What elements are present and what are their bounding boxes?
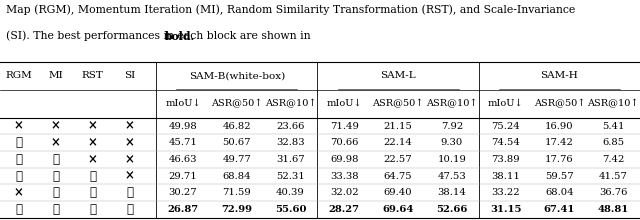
Text: 69.64: 69.64 — [382, 205, 414, 214]
Text: 72.99: 72.99 — [221, 205, 252, 214]
Text: ✓: ✓ — [90, 186, 96, 199]
Text: 33.38: 33.38 — [330, 172, 358, 181]
Text: 31.67: 31.67 — [276, 155, 305, 164]
Text: ✓: ✓ — [52, 153, 59, 166]
Text: 71.49: 71.49 — [330, 122, 359, 131]
Text: 10.19: 10.19 — [437, 155, 467, 164]
Text: 9.30: 9.30 — [441, 138, 463, 147]
Text: 5.41: 5.41 — [602, 122, 625, 131]
Text: ✓: ✓ — [90, 203, 96, 216]
Text: ×: × — [13, 186, 24, 199]
Text: 31.15: 31.15 — [490, 205, 522, 214]
Text: mIoU↓: mIoU↓ — [165, 99, 201, 108]
Text: 68.04: 68.04 — [545, 188, 573, 197]
Text: 41.57: 41.57 — [598, 172, 628, 181]
Text: ×: × — [88, 153, 98, 166]
Text: 46.63: 46.63 — [169, 155, 197, 164]
Text: SAM-H: SAM-H — [541, 71, 578, 80]
Text: ×: × — [88, 136, 98, 149]
Text: 73.89: 73.89 — [492, 155, 520, 164]
Text: 26.87: 26.87 — [168, 205, 198, 214]
Text: ✓: ✓ — [127, 186, 133, 199]
Text: 55.60: 55.60 — [275, 205, 307, 214]
Text: ×: × — [125, 136, 135, 149]
Text: ✓: ✓ — [15, 153, 22, 166]
Text: 68.84: 68.84 — [223, 172, 251, 181]
Text: 7.92: 7.92 — [441, 122, 463, 131]
Text: 21.15: 21.15 — [383, 122, 413, 131]
Text: 47.53: 47.53 — [438, 172, 466, 181]
Text: 32.02: 32.02 — [330, 188, 358, 197]
Text: 17.76: 17.76 — [545, 155, 573, 164]
Text: ×: × — [125, 153, 135, 166]
Text: 30.27: 30.27 — [169, 188, 197, 197]
Text: ×: × — [51, 120, 61, 133]
Text: 67.41: 67.41 — [543, 205, 575, 214]
Text: ASR@10↑: ASR@10↑ — [265, 99, 316, 108]
Text: 6.85: 6.85 — [602, 138, 624, 147]
Text: ✓: ✓ — [52, 170, 59, 183]
Text: 36.76: 36.76 — [599, 188, 627, 197]
Text: ×: × — [125, 170, 135, 183]
Text: ✓: ✓ — [52, 203, 59, 216]
Text: ASR@50↑: ASR@50↑ — [372, 99, 424, 108]
Text: 29.71: 29.71 — [169, 172, 197, 181]
Text: 38.14: 38.14 — [437, 188, 467, 197]
Text: 32.83: 32.83 — [276, 138, 305, 147]
Text: ×: × — [51, 136, 61, 149]
Text: 50.67: 50.67 — [223, 138, 251, 147]
Text: SAM-L: SAM-L — [380, 71, 416, 80]
Text: ✓: ✓ — [90, 170, 96, 183]
Text: 52.31: 52.31 — [276, 172, 305, 181]
Text: 48.81: 48.81 — [598, 205, 628, 214]
Text: mIoU↓: mIoU↓ — [326, 99, 362, 108]
Text: ASR@50↑: ASR@50↑ — [534, 99, 585, 108]
Text: RGM: RGM — [5, 71, 32, 80]
Text: 70.66: 70.66 — [330, 138, 358, 147]
Text: SI: SI — [124, 71, 136, 80]
Text: 49.98: 49.98 — [169, 122, 197, 131]
Text: 40.39: 40.39 — [276, 188, 305, 197]
Text: ✓: ✓ — [15, 203, 22, 216]
Text: 71.59: 71.59 — [223, 188, 251, 197]
Text: ×: × — [125, 120, 135, 133]
Text: ×: × — [88, 120, 98, 133]
Text: 64.75: 64.75 — [384, 172, 412, 181]
Text: 74.54: 74.54 — [491, 138, 520, 147]
Text: 22.14: 22.14 — [383, 138, 413, 147]
Text: bold.: bold. — [164, 31, 195, 42]
Text: MI: MI — [48, 71, 63, 80]
Text: ✓: ✓ — [15, 170, 22, 183]
Text: ✓: ✓ — [127, 203, 133, 216]
Text: 45.71: 45.71 — [168, 138, 198, 147]
Text: ✓: ✓ — [15, 136, 22, 149]
Text: 69.98: 69.98 — [330, 155, 358, 164]
Text: 75.24: 75.24 — [492, 122, 520, 131]
Text: 23.66: 23.66 — [276, 122, 305, 131]
Text: 38.11: 38.11 — [491, 172, 520, 181]
Text: ASR@10↑: ASR@10↑ — [426, 99, 477, 108]
Text: SAM-B(white-box): SAM-B(white-box) — [189, 71, 285, 80]
Text: 52.66: 52.66 — [436, 205, 468, 214]
Text: 16.90: 16.90 — [545, 122, 573, 131]
Text: RST: RST — [82, 71, 104, 80]
Text: 69.40: 69.40 — [384, 188, 412, 197]
Text: 33.22: 33.22 — [492, 188, 520, 197]
Text: (SI). The best performances in each block are shown in: (SI). The best performances in each bloc… — [6, 31, 314, 41]
Text: ASR@10↑: ASR@10↑ — [588, 99, 639, 108]
Text: 46.82: 46.82 — [223, 122, 251, 131]
Text: ASR@50↑: ASR@50↑ — [211, 99, 262, 108]
Text: ✓: ✓ — [52, 186, 59, 199]
Text: 17.42: 17.42 — [545, 138, 574, 147]
Text: mIoU↓: mIoU↓ — [488, 99, 524, 108]
Text: ×: × — [13, 120, 24, 133]
Text: 49.77: 49.77 — [223, 155, 251, 164]
Text: 22.57: 22.57 — [384, 155, 412, 164]
Text: 28.27: 28.27 — [329, 205, 360, 214]
Text: 59.57: 59.57 — [545, 172, 573, 181]
Text: 7.42: 7.42 — [602, 155, 624, 164]
Text: Map (RGM), Momentum Iteration (MI), Random Similarity Transformation (RST), and : Map (RGM), Momentum Iteration (MI), Rand… — [6, 4, 575, 15]
